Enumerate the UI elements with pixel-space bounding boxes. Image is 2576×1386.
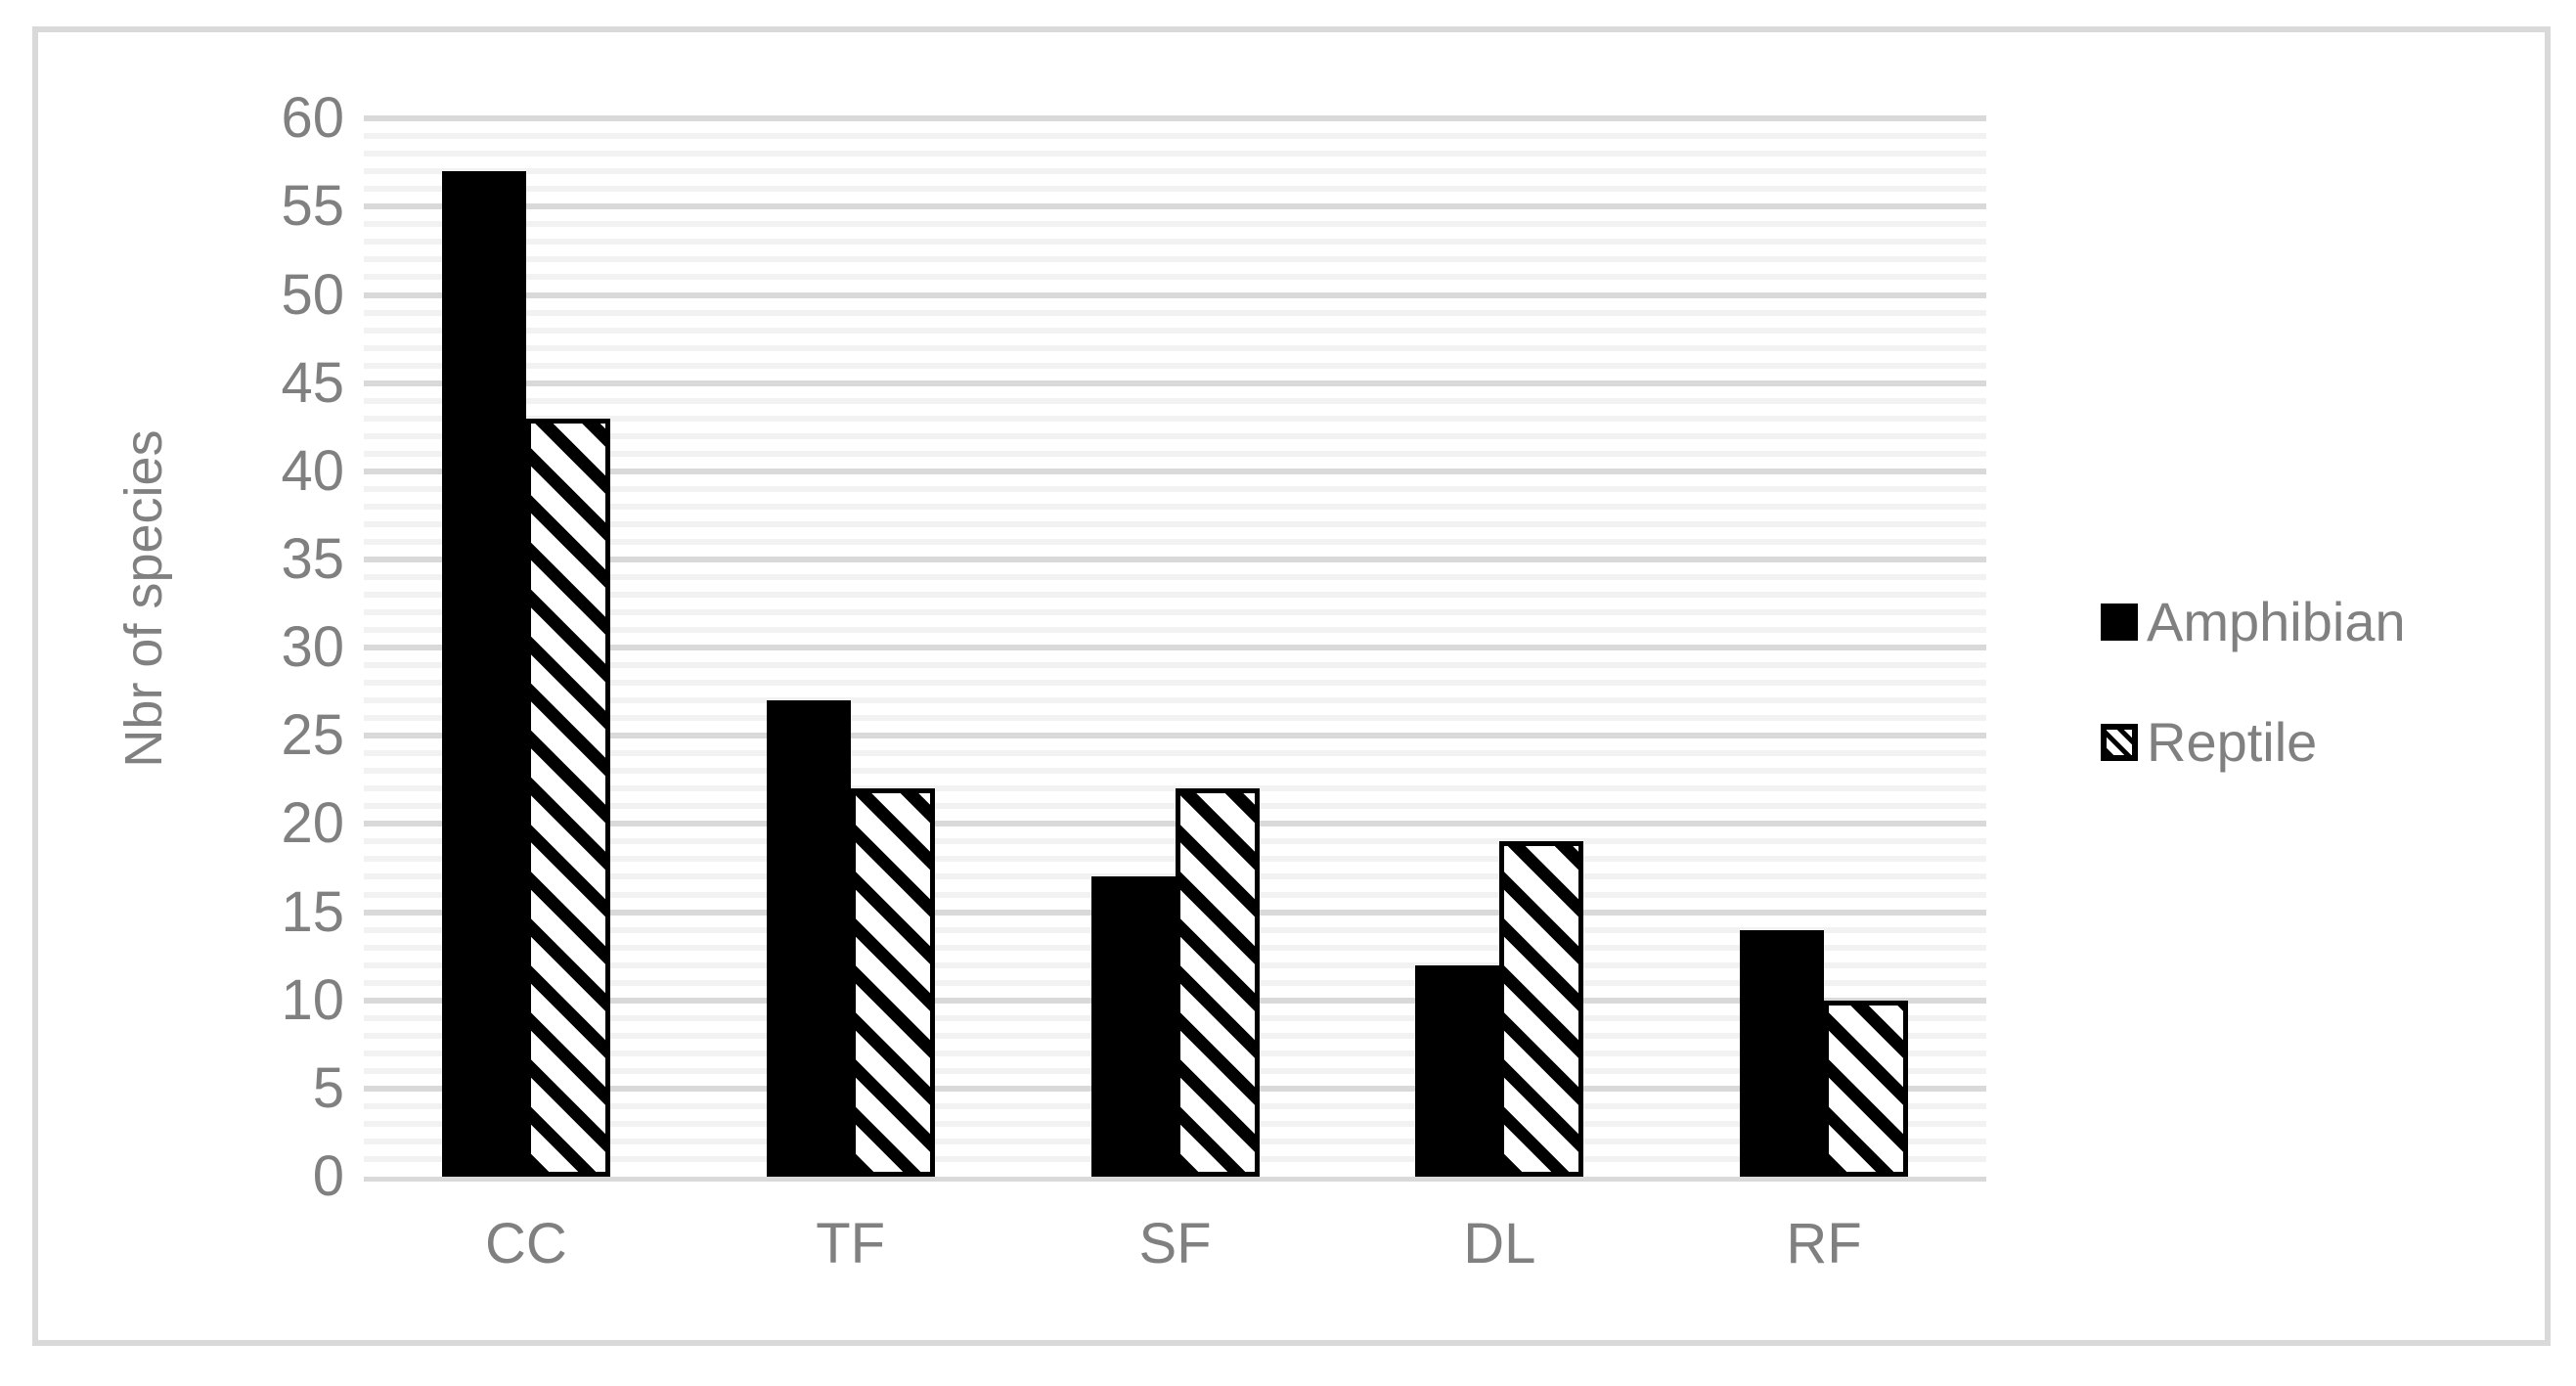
y-tick-label: 40 [281, 438, 344, 503]
minor-gridline [364, 662, 1986, 669]
minor-gridline [364, 538, 1986, 545]
minor-gridline [364, 485, 1986, 492]
legend-label-reptile: Reptile [2147, 710, 2318, 773]
minor-gridline [364, 239, 1986, 246]
legend: Amphibian Reptile [2101, 587, 2406, 779]
y-tick-label: 25 [281, 703, 344, 768]
reptile-swatch-icon [2101, 724, 2138, 762]
y-tick-label: 35 [281, 526, 344, 591]
minor-gridline [364, 768, 1986, 775]
y-tick-label: 10 [281, 967, 344, 1032]
minor-gridline [364, 609, 1986, 616]
y-tick-label: 0 [312, 1144, 344, 1208]
y-tick-label: 15 [281, 879, 344, 944]
minor-gridline [364, 362, 1986, 369]
x-category-label: RF [1786, 1212, 1862, 1275]
legend-item-amphibian: Amphibian [2101, 587, 2406, 658]
amphibian-swatch-icon [2101, 604, 2138, 642]
bar-reptile-dl [1499, 841, 1584, 1177]
minor-gridline [364, 627, 1986, 634]
minor-gridline [364, 432, 1986, 439]
legend-label-amphibian: Amphibian [2147, 591, 2406, 652]
x-category-label: TF [816, 1212, 886, 1275]
y-axis-title: Nbr of species [114, 429, 173, 768]
y-tick-label: 60 [281, 86, 344, 151]
minor-gridline [364, 415, 1986, 422]
major-gridline [364, 291, 1986, 298]
minor-gridline [364, 397, 1986, 404]
bar-reptile-rf [1824, 1000, 1909, 1177]
minor-gridline [364, 133, 1986, 140]
bar-amphibian-rf [1740, 929, 1825, 1177]
minor-gridline [364, 151, 1986, 157]
x-category-label: CC [485, 1212, 567, 1275]
y-tick-label: 45 [281, 350, 344, 415]
major-gridline [364, 115, 1986, 122]
minor-gridline [364, 680, 1986, 687]
bar-amphibian-dl [1415, 964, 1500, 1177]
minor-gridline [364, 327, 1986, 334]
bar-amphibian-cc [441, 171, 526, 1177]
major-gridline [364, 468, 1986, 474]
bar-reptile-sf [1175, 788, 1260, 1177]
major-gridline [364, 645, 1986, 651]
minor-gridline [364, 697, 1986, 704]
bar-reptile-cc [525, 418, 610, 1177]
minor-gridline [364, 715, 1986, 722]
legend-item-reptile: Reptile [2101, 707, 2406, 779]
major-gridline [364, 556, 1986, 562]
major-gridline [364, 203, 1986, 210]
bar-reptile-tf [850, 788, 935, 1177]
y-tick-label: 50 [281, 262, 344, 327]
minor-gridline [364, 750, 1986, 757]
x-category-label: DL [1463, 1212, 1536, 1275]
minor-gridline [364, 503, 1986, 510]
minor-gridline [364, 168, 1986, 175]
minor-gridline [364, 592, 1986, 598]
minor-gridline [364, 520, 1986, 527]
minor-gridline [364, 274, 1986, 281]
minor-gridline [364, 221, 1986, 228]
minor-gridline [364, 450, 1986, 457]
y-tick-label: 55 [281, 174, 344, 239]
x-category-label: SF [1138, 1212, 1212, 1275]
minor-gridline [364, 309, 1986, 316]
major-gridline [364, 733, 1986, 739]
y-tick-label: 5 [312, 1055, 344, 1120]
bar-amphibian-tf [766, 700, 851, 1177]
x-axis-line [364, 1177, 1986, 1182]
minor-gridline [364, 256, 1986, 263]
chart-outer-frame [32, 26, 2551, 1346]
bar-amphibian-sf [1090, 876, 1176, 1177]
minor-gridline [364, 186, 1986, 193]
minor-gridline [364, 573, 1986, 580]
y-tick-label: 30 [281, 615, 344, 680]
y-tick-label: 20 [281, 791, 344, 856]
major-gridline [364, 380, 1986, 386]
minor-gridline [364, 344, 1986, 351]
